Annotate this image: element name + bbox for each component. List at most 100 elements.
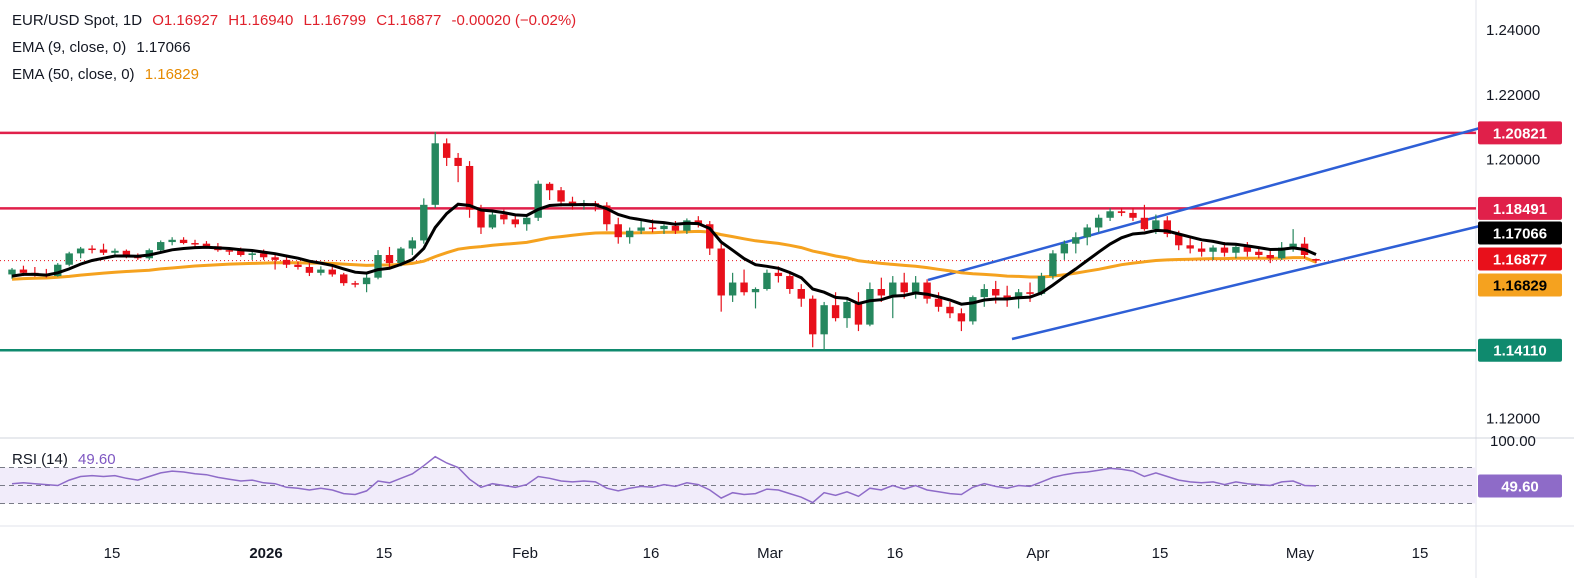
- candle[interactable]: [1072, 232, 1080, 254]
- candle-body: [603, 205, 611, 225]
- candle[interactable]: [786, 271, 794, 294]
- candle[interactable]: [248, 250, 256, 260]
- candle[interactable]: [637, 221, 645, 234]
- candle[interactable]: [362, 272, 371, 293]
- candle[interactable]: [157, 240, 165, 252]
- candle[interactable]: [431, 131, 439, 209]
- candle[interactable]: [454, 153, 462, 183]
- candle[interactable]: [1129, 208, 1137, 222]
- candle[interactable]: [340, 272, 348, 286]
- candle[interactable]: [877, 277, 886, 302]
- candle[interactable]: [191, 239, 199, 247]
- trend-channel[interactable]: [927, 126, 1481, 341]
- candle[interactable]: [1117, 208, 1126, 217]
- symbol-label[interactable]: EUR/USD Spot, 1D: [12, 12, 143, 29]
- support-resistance-lines[interactable]: [0, 131, 1476, 352]
- candle[interactable]: [1026, 282, 1034, 302]
- price-axis[interactable]: 1.24000 1.22000 1.20000 1.12000 100.00: [1486, 22, 1540, 450]
- candle[interactable]: [923, 279, 931, 304]
- candle[interactable]: [1312, 258, 1320, 264]
- candle[interactable]: [843, 297, 851, 328]
- rsi-legend[interactable]: RSI (14) 49.60: [12, 451, 122, 468]
- candle[interactable]: [797, 284, 805, 307]
- candle[interactable]: [420, 198, 428, 244]
- channel-upper-line[interactable]: [927, 126, 1481, 282]
- candle[interactable]: [54, 263, 62, 277]
- candle[interactable]: [625, 227, 634, 244]
- candle[interactable]: [969, 295, 977, 325]
- candle[interactable]: [660, 224, 668, 234]
- candle[interactable]: [294, 261, 302, 270]
- candle[interactable]: [706, 221, 714, 256]
- candle[interactable]: [1003, 285, 1011, 307]
- candle[interactable]: [854, 292, 863, 332]
- candle[interactable]: [1106, 208, 1114, 222]
- candle[interactable]: [1049, 250, 1057, 280]
- candle-body: [1197, 248, 1206, 252]
- candle[interactable]: [1209, 245, 1217, 260]
- candle[interactable]: [1083, 224, 1091, 246]
- candle[interactable]: [946, 301, 954, 319]
- candle[interactable]: [1197, 242, 1206, 257]
- rsi-line: [11, 455, 1317, 504]
- candle[interactable]: [683, 218, 691, 234]
- candle[interactable]: [980, 284, 988, 307]
- candle[interactable]: [545, 182, 554, 200]
- candle[interactable]: [911, 276, 920, 299]
- candle[interactable]: [614, 217, 622, 244]
- channel-lower-line[interactable]: [1011, 224, 1481, 341]
- candle[interactable]: [763, 269, 771, 291]
- rsi-pane[interactable]: [0, 455, 1476, 504]
- candle[interactable]: [717, 243, 725, 312]
- candle[interactable]: [603, 202, 611, 231]
- candle[interactable]: [374, 250, 382, 280]
- candle[interactable]: [8, 267, 16, 279]
- candle[interactable]: [1266, 250, 1274, 264]
- candle-body: [648, 227, 657, 230]
- candle[interactable]: [317, 266, 325, 276]
- candle[interactable]: [557, 187, 565, 207]
- candle[interactable]: [328, 265, 336, 277]
- ema9-legend[interactable]: EMA (9, close, 0) 1.17066: [12, 39, 197, 56]
- candle[interactable]: [465, 161, 474, 218]
- candle[interactable]: [442, 138, 451, 166]
- candle[interactable]: [1140, 204, 1149, 231]
- candle[interactable]: [88, 245, 96, 254]
- candle[interactable]: [99, 243, 108, 256]
- candle[interactable]: [1060, 240, 1069, 260]
- candle[interactable]: [809, 295, 817, 348]
- candle[interactable]: [179, 237, 188, 245]
- candle[interactable]: [488, 211, 497, 230]
- candle[interactable]: [385, 246, 394, 270]
- candle[interactable]: [728, 272, 737, 302]
- candle[interactable]: [511, 214, 519, 228]
- candle[interactable]: [523, 214, 531, 231]
- candle[interactable]: [408, 237, 417, 256]
- candle-body: [317, 269, 325, 273]
- price-tag-0: 1.17066: [1493, 226, 1547, 243]
- candle[interactable]: [305, 263, 314, 277]
- ema50-legend[interactable]: EMA (50, close, 0) 1.16829: [12, 66, 205, 83]
- candle[interactable]: [282, 256, 291, 268]
- candle[interactable]: [740, 269, 748, 296]
- candle[interactable]: [1163, 216, 1171, 238]
- candle[interactable]: [1094, 214, 1103, 233]
- candle[interactable]: [820, 301, 828, 351]
- candle[interactable]: [168, 237, 176, 246]
- candle[interactable]: [957, 308, 966, 332]
- candle[interactable]: [65, 251, 73, 267]
- candle[interactable]: [751, 287, 760, 309]
- candle[interactable]: [568, 196, 577, 210]
- candle[interactable]: [351, 280, 359, 288]
- candle[interactable]: [1186, 237, 1194, 254]
- time-axis[interactable]: 15 2026 15 Feb 16 Mar 16 Apr 15 May 15: [104, 545, 1429, 562]
- candle[interactable]: [76, 246, 85, 259]
- candle[interactable]: [1232, 243, 1240, 259]
- candle[interactable]: [534, 180, 542, 222]
- time-tick-label: Mar: [757, 545, 783, 562]
- candlesticks[interactable]: [8, 131, 1320, 351]
- candle[interactable]: [866, 282, 874, 327]
- candle[interactable]: [271, 253, 279, 270]
- candle[interactable]: [1277, 242, 1286, 260]
